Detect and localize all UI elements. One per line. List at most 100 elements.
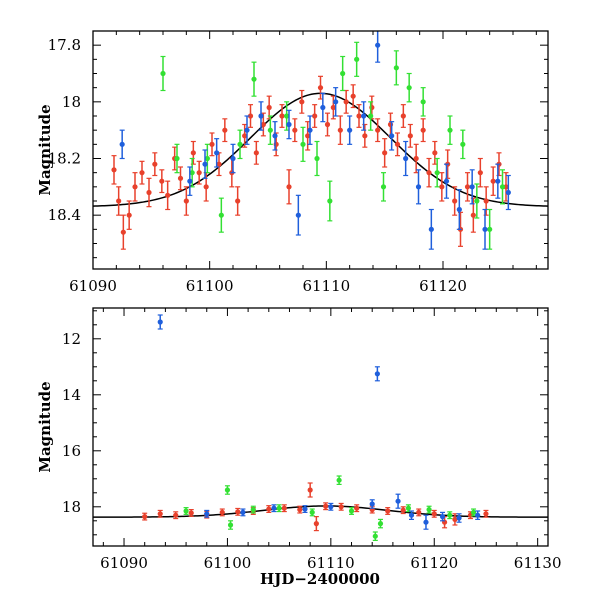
- data-marker: [432, 150, 438, 156]
- bottom-panel: 61090 61100 61110 61120 61130 12 14 16 18 Magnit…: [36, 307, 562, 588]
- data-marker: [362, 133, 368, 139]
- data-marker: [284, 113, 290, 119]
- data-point: [456, 513, 462, 523]
- data-marker: [420, 127, 426, 133]
- data-point: [177, 166, 184, 191]
- data-marker: [271, 505, 277, 511]
- data-marker: [202, 161, 208, 167]
- data-marker: [302, 506, 308, 512]
- data-marker: [235, 509, 241, 515]
- data-marker: [165, 192, 171, 198]
- data-marker: [416, 509, 422, 515]
- y-tick-label: 18: [62, 93, 81, 111]
- data-point: [426, 505, 432, 514]
- data-marker: [328, 504, 334, 510]
- data-point: [219, 508, 225, 517]
- data-point: [354, 41, 360, 77]
- top-plot-frame: [92, 30, 549, 270]
- data-point: [323, 502, 329, 511]
- data-point: [434, 157, 440, 188]
- data-point: [266, 95, 272, 120]
- data-marker: [276, 505, 282, 511]
- data-marker: [361, 113, 367, 119]
- data-point: [222, 118, 228, 143]
- data-point: [295, 194, 301, 236]
- series-blue: [119, 31, 511, 250]
- data-marker: [375, 42, 381, 48]
- data-point: [328, 502, 334, 511]
- x-tick-label: 61120: [410, 554, 458, 572]
- data-marker: [317, 85, 324, 91]
- data-marker: [447, 127, 453, 133]
- data-marker: [196, 170, 202, 176]
- data-point: [157, 509, 163, 518]
- top-panel: 61090 61100 61110 61120 17.8 18 18.2 18.4 Magni…: [36, 30, 549, 295]
- data-point: [338, 502, 344, 511]
- data-point: [456, 189, 462, 230]
- data-marker: [395, 498, 401, 504]
- data-point: [307, 115, 313, 145]
- data-point: [165, 180, 171, 211]
- data-marker: [477, 170, 483, 176]
- bottom-xlabel: HJD−2400000: [260, 570, 380, 588]
- data-marker: [218, 212, 224, 218]
- data-marker: [356, 113, 362, 119]
- bottom-plot-frame: [92, 307, 549, 547]
- data-marker: [286, 121, 292, 128]
- data-point: [382, 138, 388, 168]
- data-marker: [267, 127, 273, 133]
- data-point: [389, 121, 395, 151]
- series-blue: [157, 314, 481, 530]
- data-marker: [452, 516, 458, 523]
- data-marker: [374, 371, 380, 377]
- data-marker: [400, 507, 406, 513]
- data-point: [393, 50, 399, 86]
- data-point: [416, 508, 422, 517]
- data-marker: [183, 508, 189, 514]
- data-point: [230, 143, 236, 174]
- data-marker: [209, 141, 215, 147]
- data-marker: [505, 189, 511, 196]
- data-marker: [439, 184, 445, 190]
- data-marker: [146, 189, 152, 196]
- data-point: [174, 143, 180, 174]
- data-marker: [188, 510, 194, 516]
- data-marker: [426, 170, 432, 176]
- data-marker: [470, 212, 476, 218]
- data-marker: [190, 150, 196, 156]
- data-marker: [456, 515, 462, 521]
- data-point: [372, 531, 378, 542]
- x-tick-label: 61130: [514, 554, 562, 572]
- data-point: [505, 174, 511, 211]
- data-marker: [120, 229, 126, 235]
- data-marker: [247, 113, 254, 119]
- data-point: [237, 129, 243, 160]
- data-point: [474, 183, 480, 219]
- data-marker: [116, 198, 122, 204]
- data-marker: [385, 508, 391, 514]
- data-point: [439, 172, 445, 202]
- y-tick-label: 18: [62, 498, 81, 516]
- data-marker: [372, 533, 378, 539]
- data-marker: [464, 184, 471, 190]
- data-marker: [487, 226, 493, 232]
- data-marker: [251, 76, 257, 82]
- data-point: [469, 169, 475, 205]
- data-point: [333, 87, 339, 117]
- data-point: [202, 149, 208, 179]
- data-point: [276, 504, 282, 513]
- y-tick-label: 18.2: [48, 150, 81, 168]
- data-marker: [227, 522, 234, 528]
- data-point: [159, 169, 165, 194]
- data-marker: [260, 121, 266, 128]
- data-point: [452, 513, 458, 526]
- data-marker: [132, 184, 138, 190]
- bottom-ylabel: Magnitude: [36, 381, 54, 472]
- data-point: [439, 511, 446, 522]
- data-marker: [253, 150, 259, 156]
- data-marker: [350, 93, 356, 99]
- data-marker: [348, 508, 355, 514]
- data-point: [377, 518, 384, 529]
- data-marker: [266, 506, 272, 512]
- x-tick-label: 61120: [419, 277, 467, 295]
